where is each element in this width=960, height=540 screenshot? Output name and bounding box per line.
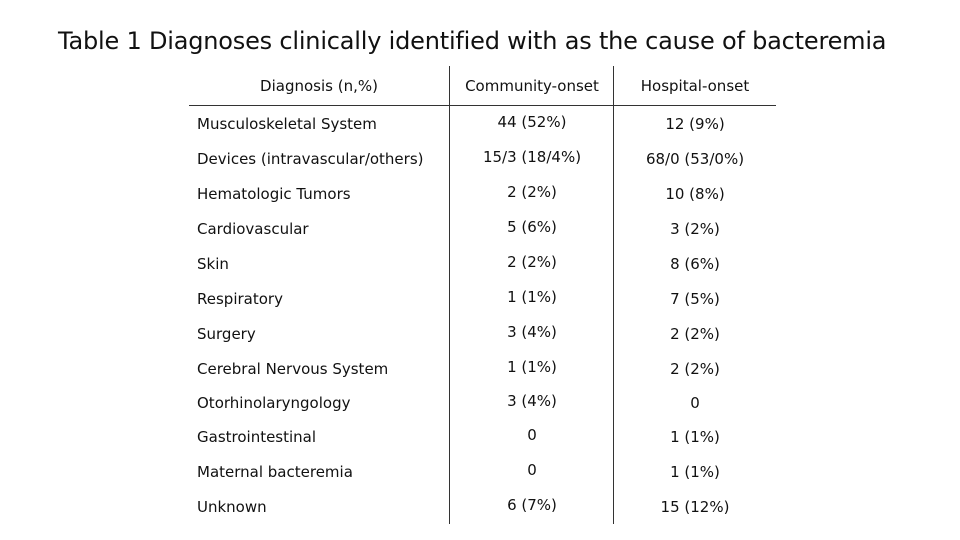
diagnosis-cell: Skin xyxy=(197,255,229,273)
hospital-onset-cell: 2 (2%) xyxy=(670,325,720,343)
hospital-onset-cell: 8 (6%) xyxy=(670,255,720,273)
hospital-onset-cell: 0 xyxy=(690,394,700,412)
header-community-onset: Community-onset xyxy=(465,77,599,95)
diagnosis-cell: Hematologic Tumors xyxy=(197,185,351,203)
community-onset-cell: 3 (4%) xyxy=(507,392,557,410)
diagnosis-cell: Unknown xyxy=(197,498,267,516)
community-onset-cell: 5 (6%) xyxy=(507,218,557,236)
community-onset-cell: 15/3 (18/4%) xyxy=(482,148,582,166)
hospital-onset-cell: 68/0 (53/0%) xyxy=(645,150,745,168)
column-divider-1 xyxy=(449,66,450,524)
hospital-onset-cell: 12 (9%) xyxy=(665,115,725,133)
community-onset-cell: 0 xyxy=(527,426,537,444)
diagnosis-cell: Cardiovascular xyxy=(197,220,309,238)
community-onset-cell: 2 (2%) xyxy=(507,183,557,201)
community-onset-cell: 2 (2%) xyxy=(507,253,557,271)
hospital-onset-cell: 10 (8%) xyxy=(665,185,725,203)
diagnosis-cell: Gastrointestinal xyxy=(197,428,317,446)
column-divider-2 xyxy=(613,66,614,524)
diagnosis-cell: Respiratory xyxy=(197,290,283,308)
hospital-onset-cell: 1 (1%) xyxy=(670,463,720,481)
diagnosis-cell: Devices (intravascular/others) xyxy=(197,150,424,168)
diagnosis-cell: Maternal bacteremia xyxy=(197,463,353,481)
community-onset-cell: 6 (7%) xyxy=(507,496,557,514)
diagnosis-cell: Surgery xyxy=(197,325,256,343)
community-onset-cell: 0 xyxy=(527,461,537,479)
diagnosis-cell: Otorhinolaryngology xyxy=(197,394,351,412)
hospital-onset-cell: 3 (2%) xyxy=(670,220,720,238)
diagnosis-cell: Musculoskeletal System xyxy=(197,115,377,133)
community-onset-cell: 3 (4%) xyxy=(507,323,557,341)
header-rule xyxy=(189,105,776,106)
header-hospital-onset: Hospital-onset xyxy=(640,77,750,95)
hospital-onset-cell: 7 (5%) xyxy=(670,290,720,308)
header-diagnosis: Diagnosis (n,%) xyxy=(260,77,378,95)
hospital-onset-cell: 1 (1%) xyxy=(670,428,720,446)
community-onset-cell: 1 (1%) xyxy=(507,288,557,306)
table-title: Table 1 Diagnoses clinically identified … xyxy=(58,27,887,55)
hospital-onset-cell: 15 (12%) xyxy=(660,498,730,516)
community-onset-cell: 44 (52%) xyxy=(497,113,567,131)
diagnosis-cell: Cerebral Nervous System xyxy=(197,360,389,378)
community-onset-cell: 1 (1%) xyxy=(507,358,557,376)
hospital-onset-cell: 2 (2%) xyxy=(670,360,720,378)
